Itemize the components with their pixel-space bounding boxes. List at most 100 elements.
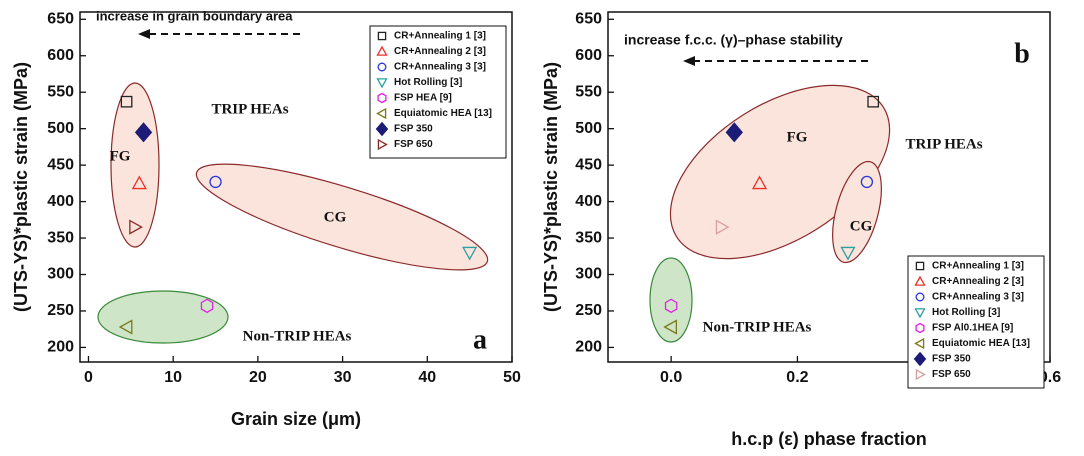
annotation: CG — [324, 209, 347, 225]
marker — [915, 368, 926, 381]
marker — [715, 219, 730, 235]
panel-label: b — [1014, 38, 1030, 69]
marker — [200, 298, 214, 314]
marker — [131, 175, 147, 190]
marker — [129, 219, 143, 235]
annotation: increase f.c.c. (γ)–phase stability — [624, 32, 843, 48]
x-tick-label: 0.0 — [660, 369, 682, 386]
marker — [377, 31, 387, 41]
cg-region — [195, 163, 489, 271]
y-axis-title: (UTS-YS)*plastic strain (MPa) — [541, 62, 561, 312]
arrow-head — [138, 29, 150, 39]
y-tick-label: 500 — [47, 120, 74, 137]
y-tick-label: 600 — [47, 47, 74, 64]
y-tick-label: 250 — [575, 302, 602, 319]
marker — [462, 246, 478, 261]
marker — [377, 92, 387, 104]
annotation: increase in grain boundary area — [96, 8, 293, 23]
marker — [663, 319, 677, 335]
legend-label: CR+Annealing 1 [3] — [394, 31, 486, 42]
y-tick-label: 450 — [575, 156, 602, 173]
y-tick-label: 300 — [47, 266, 74, 283]
marker — [915, 322, 925, 334]
annotation: CG — [850, 218, 873, 234]
legend-label: FSP 350 — [394, 124, 433, 135]
x-tick-label: 50 — [503, 369, 521, 386]
legend-label: CR+Annealing 1 [3] — [932, 261, 1024, 272]
y-tick-label: 350 — [47, 229, 74, 246]
annotation: TRIP HEAs — [905, 136, 982, 152]
marker — [915, 292, 925, 302]
marker — [867, 95, 880, 108]
y-tick-label: 650 — [47, 11, 74, 28]
legend-label: Hot Rolling [3] — [932, 307, 1000, 318]
y-tick-label: 400 — [575, 193, 602, 210]
legend-label: CR+Annealing 2 [3] — [394, 46, 486, 57]
y-tick-label: 350 — [575, 229, 602, 246]
y-tick-label: 200 — [575, 339, 602, 356]
annotation: Non-TRIP HEAs — [243, 328, 352, 344]
marker — [860, 175, 874, 189]
legend-label: CR+Annealing 3 [3] — [932, 292, 1024, 303]
plot-frame — [607, 11, 1051, 363]
marker — [375, 121, 389, 137]
annotation: TRIP HEAs — [211, 101, 288, 117]
y-tick-label: 600 — [575, 47, 602, 64]
marker — [914, 308, 926, 319]
legend-label: CR+Annealing 3 [3] — [394, 62, 486, 73]
non-trip-region — [97, 290, 229, 344]
annotation: Non-TRIP HEAs — [703, 319, 812, 335]
marker — [376, 78, 388, 89]
marker — [913, 351, 927, 367]
y-tick-label: 450 — [47, 156, 74, 173]
legend-label: Equiatomic HEA [13] — [932, 338, 1030, 349]
annotation: FG — [110, 148, 131, 164]
annotation: FG — [787, 129, 808, 145]
x-tick-label: 30 — [334, 369, 352, 386]
marker — [751, 175, 768, 190]
plot-frame — [79, 11, 513, 363]
marker — [120, 95, 133, 108]
legend-label: FSP 350 — [932, 354, 971, 365]
x-tick-label: 20 — [249, 369, 267, 386]
fg-region — [110, 82, 160, 248]
legend-box — [907, 255, 1045, 389]
panel-label: a — [473, 324, 487, 355]
x-axis-title: h.c.p (ε) phase fraction — [731, 429, 927, 449]
legend-label: FSP Al0.1HEA [9] — [932, 323, 1013, 334]
legend-label: FSP 650 — [394, 139, 433, 150]
legend-label: FSP HEA [9] — [394, 93, 452, 104]
x-tick-label: 40 — [418, 369, 436, 386]
legend-label: CR+Annealing 2 [3] — [932, 276, 1024, 287]
arrow-head — [683, 56, 695, 66]
marker — [118, 319, 133, 335]
y-tick-label: 300 — [575, 266, 602, 283]
marker — [840, 246, 856, 261]
legend-box — [369, 25, 507, 159]
marker — [209, 175, 222, 189]
marker — [915, 261, 925, 271]
marker — [914, 337, 925, 350]
marker — [377, 62, 387, 72]
y-tick-label: 550 — [575, 83, 602, 100]
y-tick-label: 250 — [47, 302, 74, 319]
marker — [377, 138, 388, 151]
y-axis-title: (UTS-YS)*plastic strain (MPa) — [11, 62, 31, 312]
x-tick-label: 0 — [84, 369, 93, 386]
marker — [376, 45, 388, 56]
marker — [914, 275, 926, 286]
marker — [134, 122, 153, 143]
y-tick-label: 400 — [47, 193, 74, 210]
x-tick-label: 0.2 — [786, 369, 808, 386]
legend-label: FSP 650 — [932, 369, 971, 380]
legend-label: Hot Rolling [3] — [394, 77, 462, 88]
y-tick-label: 500 — [575, 120, 602, 137]
marker — [725, 122, 743, 143]
legend-label: Equiatomic HEA [13] — [394, 108, 492, 119]
y-tick-label: 200 — [47, 339, 74, 356]
marker — [664, 298, 678, 314]
y-tick-label: 650 — [575, 11, 602, 28]
x-tick-label: 10 — [164, 369, 182, 386]
marker — [376, 107, 387, 120]
